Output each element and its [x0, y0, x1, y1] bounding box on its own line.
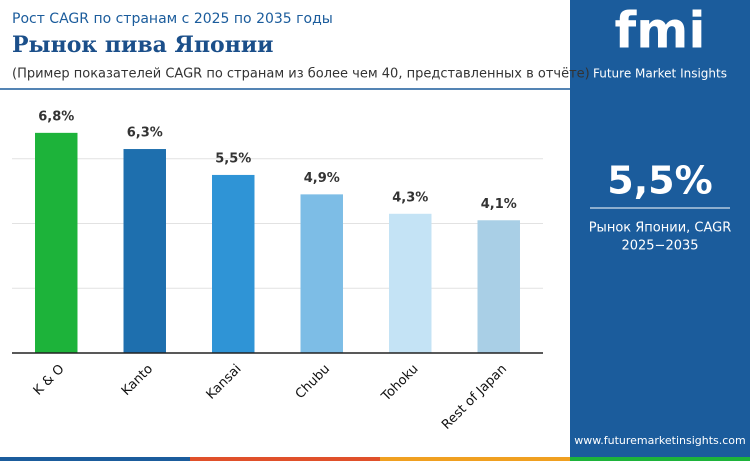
x-tick-label: Rest of Japan — [439, 362, 510, 433]
chart-title: Рынок пива Японии — [12, 32, 273, 58]
bar — [300, 194, 343, 353]
strip — [380, 457, 570, 461]
value-label: 5,5% — [215, 151, 251, 166]
note: (Пример показателей CAGR по странам из б… — [12, 67, 590, 82]
brand-name: Future Market Insights — [593, 67, 727, 81]
strip — [0, 457, 190, 461]
value-label: 6,3% — [127, 126, 163, 141]
bar — [389, 213, 432, 353]
x-tick-label: Kansai — [204, 362, 245, 403]
value-label: 6,8% — [38, 109, 74, 124]
website: www.futuremarketinsights.com — [574, 434, 746, 447]
value-label: 4,1% — [481, 197, 517, 212]
highlight-value: 5,5% — [607, 159, 712, 203]
highlight-period: 2025−2035 — [621, 239, 698, 254]
highlight-caption: Рынок Японии, CAGR — [589, 221, 732, 236]
strip — [190, 457, 380, 461]
x-tick-label: K & O — [31, 362, 68, 399]
bar — [35, 132, 78, 353]
subtitle: Рост CAGR по странам с 2025 по 2035 годы — [12, 11, 333, 27]
x-tick-label: Kanto — [119, 362, 156, 399]
side-panel — [570, 0, 750, 461]
bar — [212, 174, 255, 353]
brand-logo: fmi — [615, 2, 706, 60]
x-tick-label: Tohoku — [378, 362, 421, 405]
bar — [477, 220, 520, 353]
strip — [570, 457, 750, 461]
value-label: 4,9% — [304, 171, 340, 186]
value-label: 4,3% — [392, 190, 428, 205]
x-tick-label: Chubu — [293, 362, 333, 402]
bar — [123, 149, 166, 353]
